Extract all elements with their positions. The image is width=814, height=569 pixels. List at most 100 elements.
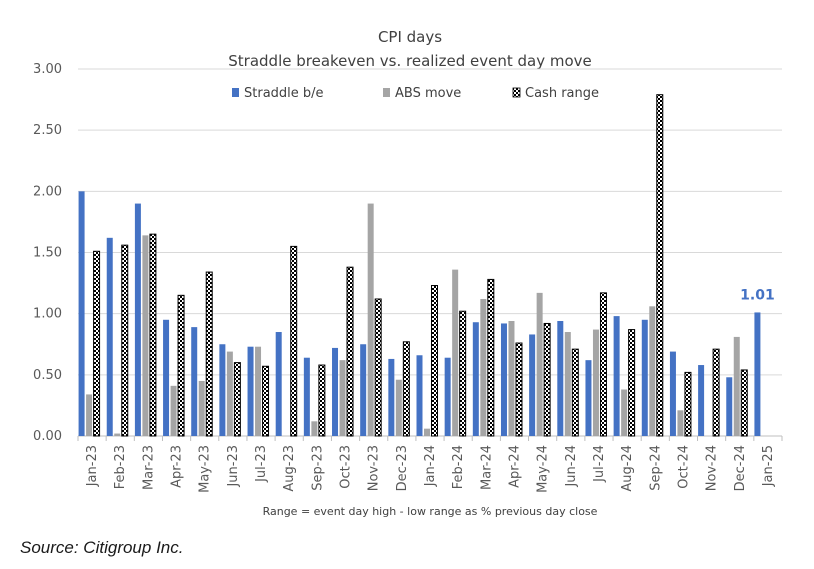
bar bbox=[508, 321, 515, 436]
bar bbox=[86, 394, 93, 436]
bar bbox=[684, 371, 692, 437]
x-tick-label: Jan-24 bbox=[423, 445, 438, 487]
bar bbox=[360, 344, 367, 436]
bar bbox=[332, 347, 339, 436]
bar bbox=[529, 334, 536, 436]
x-axis: Jan-23 Feb-23 Mar-23 Apr-23 May-23 Jun-23 Jul-… bbox=[77, 436, 783, 493]
legend-label: ABS move bbox=[395, 86, 461, 101]
bar bbox=[536, 292, 543, 436]
y-tick-label: 0.00 bbox=[33, 429, 62, 444]
x-tick-label: Aug-24 bbox=[620, 445, 635, 492]
bar bbox=[262, 365, 270, 437]
bar bbox=[543, 322, 551, 437]
chart-subtitle: Straddle breakeven vs. realized event da… bbox=[228, 52, 591, 70]
footnote: Range = event day high - low range as % … bbox=[263, 505, 598, 518]
x-tick-label: Dec-24 bbox=[733, 445, 748, 491]
x-tick-label: May-23 bbox=[198, 445, 213, 493]
bar bbox=[459, 310, 467, 437]
bar bbox=[149, 233, 157, 437]
bar bbox=[290, 245, 298, 437]
x-tick-label: Feb-23 bbox=[113, 445, 128, 489]
x-tick-label: Jul-24 bbox=[592, 445, 607, 483]
bar bbox=[311, 421, 318, 436]
bar bbox=[402, 341, 410, 437]
x-tick-label: Mar-24 bbox=[479, 445, 494, 490]
bar bbox=[78, 191, 85, 436]
bar bbox=[641, 319, 648, 436]
bar bbox=[177, 294, 185, 437]
x-tick-label: Jun-23 bbox=[226, 445, 241, 488]
bar bbox=[134, 203, 141, 436]
x-tick-label: Nov-23 bbox=[367, 445, 382, 491]
bar bbox=[564, 332, 571, 436]
legend-label: Cash range bbox=[525, 86, 599, 101]
bar bbox=[733, 336, 740, 436]
bar bbox=[613, 316, 620, 436]
bar bbox=[303, 357, 310, 436]
bar bbox=[247, 346, 254, 436]
x-tick-label: Aug-23 bbox=[282, 445, 297, 492]
bar bbox=[444, 357, 451, 436]
bar bbox=[121, 244, 129, 437]
x-tick-label: Oct-23 bbox=[339, 445, 354, 489]
legend-swatch bbox=[232, 88, 239, 97]
bar bbox=[346, 266, 354, 437]
bar bbox=[431, 285, 438, 437]
x-tick-label: Sep-24 bbox=[648, 445, 663, 491]
y-tick-label: 3.00 bbox=[33, 62, 62, 77]
bar bbox=[339, 360, 346, 436]
x-tick-label: Oct-24 bbox=[676, 445, 691, 489]
bar bbox=[142, 235, 149, 436]
bar bbox=[621, 389, 628, 436]
bar bbox=[452, 269, 459, 436]
y-tick-label: 1.50 bbox=[33, 246, 62, 261]
bar bbox=[114, 433, 121, 436]
x-tick-label: Feb-24 bbox=[451, 445, 466, 489]
bar bbox=[416, 355, 423, 436]
bar bbox=[656, 94, 664, 437]
bar bbox=[226, 351, 233, 436]
source-note: Source: Citigroup Inc. bbox=[20, 538, 184, 557]
bar bbox=[170, 385, 177, 436]
bar bbox=[726, 377, 733, 436]
x-tick-label: Nov-24 bbox=[705, 445, 720, 491]
y-tick-label: 2.00 bbox=[33, 184, 62, 199]
bar bbox=[571, 348, 579, 437]
bar bbox=[318, 364, 326, 437]
x-tick-label: May-24 bbox=[536, 445, 551, 493]
legend-label: Straddle b/e bbox=[244, 86, 324, 101]
callout-label: 1.01 bbox=[740, 287, 775, 303]
bars bbox=[78, 94, 761, 437]
x-tick-label: Sep-23 bbox=[310, 445, 325, 491]
bar bbox=[712, 348, 720, 437]
bar bbox=[487, 278, 495, 437]
bar bbox=[233, 362, 241, 437]
bar bbox=[198, 380, 205, 436]
bar bbox=[585, 360, 592, 436]
bar bbox=[557, 321, 564, 436]
y-tick-label: 2.50 bbox=[33, 123, 62, 138]
bar bbox=[106, 237, 113, 436]
bar bbox=[515, 342, 523, 437]
bar bbox=[424, 428, 430, 436]
bar bbox=[677, 410, 684, 436]
y-tick-label: 1.00 bbox=[33, 307, 62, 322]
legend: Straddle b/e ABS move Cash range bbox=[232, 86, 599, 101]
bar bbox=[628, 329, 636, 437]
bar bbox=[374, 298, 382, 437]
bar bbox=[93, 250, 101, 437]
bar bbox=[388, 358, 395, 436]
bar bbox=[275, 332, 282, 436]
legend-swatch bbox=[512, 87, 521, 98]
bar bbox=[219, 344, 226, 436]
bar bbox=[669, 351, 676, 436]
y-axis: 0.00 0.50 1.00 1.50 2.00 2.50 3.00 bbox=[33, 62, 62, 444]
bar bbox=[163, 319, 170, 436]
x-tick-label: Apr-23 bbox=[170, 445, 185, 488]
legend-swatch bbox=[383, 88, 390, 97]
bar bbox=[480, 298, 487, 436]
y-tick-label: 0.50 bbox=[33, 368, 62, 383]
bar bbox=[592, 329, 599, 436]
x-tick-label: Jun-24 bbox=[564, 445, 579, 488]
bar bbox=[191, 327, 198, 436]
